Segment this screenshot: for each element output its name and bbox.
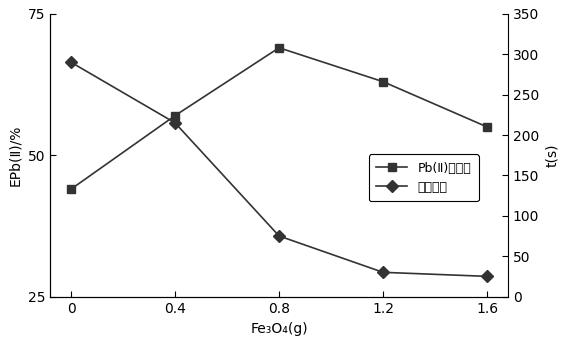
Pb(Ⅱ)去除率 — [67, 187, 74, 191]
Legend: Pb(Ⅱ)去除率, 沉降时间: Pb(Ⅱ)去除率, 沉降时间 — [369, 154, 479, 202]
Pb(Ⅱ)去除率 — [380, 79, 387, 84]
X-axis label: Fe₃O₄(g): Fe₃O₄(g) — [250, 322, 308, 336]
Pb(Ⅱ)去除率 — [276, 46, 282, 50]
沉降时间 — [276, 234, 282, 238]
沉降时间 — [67, 60, 74, 64]
沉降时间 — [380, 270, 387, 275]
Pb(Ⅱ)去除率 — [484, 125, 490, 129]
Y-axis label: t(s): t(s) — [545, 143, 558, 167]
沉降时间 — [484, 274, 490, 278]
沉降时间 — [172, 121, 179, 125]
Y-axis label: EPb(Ⅱ)/%: EPb(Ⅱ)/% — [9, 125, 22, 186]
Pb(Ⅱ)去除率 — [172, 114, 179, 118]
Line: Pb(Ⅱ)去除率: Pb(Ⅱ)去除率 — [67, 44, 491, 193]
Line: 沉降时间: 沉降时间 — [67, 58, 491, 280]
